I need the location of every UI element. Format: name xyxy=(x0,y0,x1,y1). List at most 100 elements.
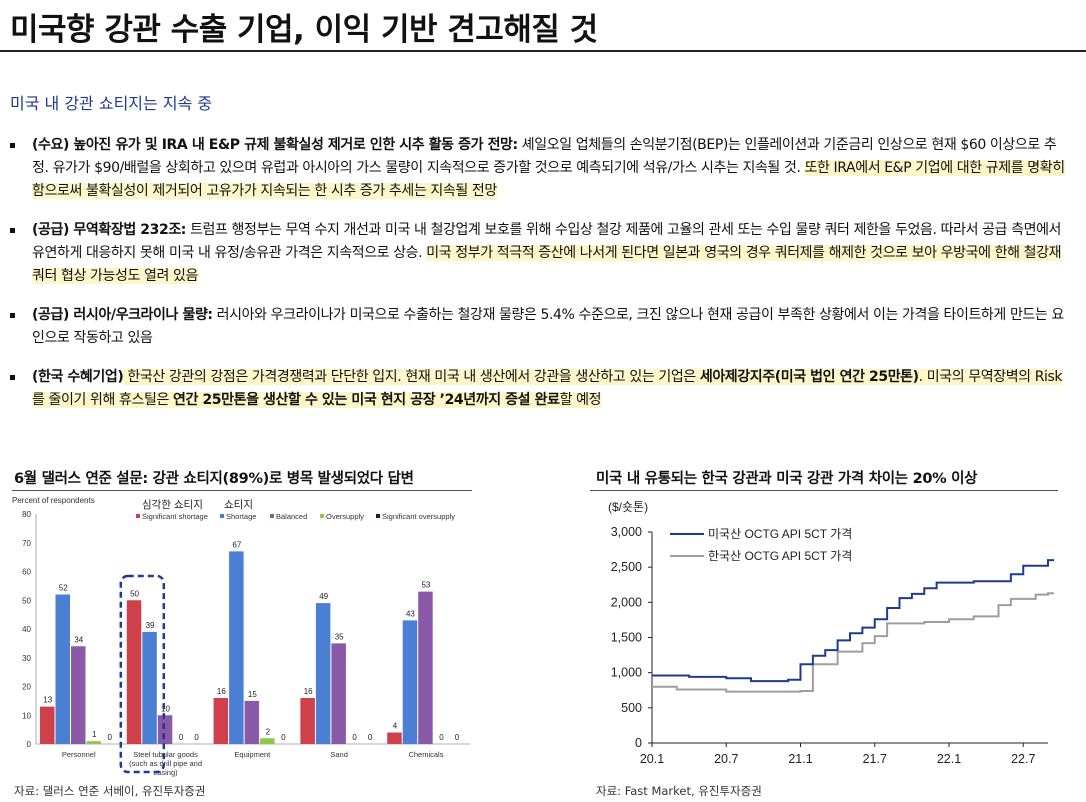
bar-value-label: 0 xyxy=(179,733,184,742)
legend-label: 미국산 OCTG API 5CT 가격 xyxy=(708,527,852,541)
series-line xyxy=(652,592,1054,693)
bar-value-label: 67 xyxy=(232,540,241,549)
x-tick-label: 22.7 xyxy=(1011,752,1035,766)
bar xyxy=(142,631,157,744)
legend-swatch xyxy=(320,514,324,518)
bullet-supply-232: (공급) 무역확장법 232조: 트럼프 행정부는 무역 수지 개선과 미국 내… xyxy=(8,219,1068,288)
x-tick-label: 22.1 xyxy=(937,752,961,766)
bar xyxy=(213,698,229,744)
bar-value-label: 4 xyxy=(393,722,398,731)
bullet-marker xyxy=(10,313,15,318)
bullet-body: 트럼프 행정부는 무역 수지 개선과 미국 내 철강업계 보호를 위해 수입상 … xyxy=(32,222,1062,261)
legend-swatch xyxy=(376,514,380,518)
bar-value-label: 0 xyxy=(281,733,286,742)
legend-swatch xyxy=(270,514,274,518)
bar xyxy=(86,741,101,744)
y-tick-label: 1,500 xyxy=(611,631,642,645)
y-tick-label: 80 xyxy=(22,510,31,519)
right-chart-title: 미국 내 유통되는 한국 강관과 미국 강관 가격 차이는 20% 이상 xyxy=(596,471,978,487)
y-tick-label: 10 xyxy=(22,711,31,720)
bar xyxy=(157,715,173,744)
y-tick-label: 2,000 xyxy=(611,595,642,609)
bar xyxy=(300,698,315,744)
bullet-demand: (수요) 높아진 유가 및 IRA 내 E&P 규제 불확실성 제거로 인한 시… xyxy=(8,134,1068,203)
bullet-list: (수요) 높아진 유가 및 IRA 내 E&P 규제 불확실성 제거로 인한 시… xyxy=(8,134,1068,428)
left-chart-source: 자료: 댈러스 연준 서베이, 유진투자증권 xyxy=(14,784,206,798)
bar xyxy=(229,551,244,744)
bullet-body: 러시아와 우크라이나가 미국으로 수출하는 철강재 물량은 5.4% 수준으로,… xyxy=(32,307,1064,346)
x-tick-label: 21.1 xyxy=(788,752,812,766)
bullet-korea-beneficiary: (한국 수혜기업) 한국산 강관의 강점은 가격경쟁력과 단단한 입지. 현재 … xyxy=(8,366,1068,412)
bar-value-label: 16 xyxy=(217,687,226,696)
bar xyxy=(71,646,86,744)
bar xyxy=(315,603,331,744)
bullet-supply-russia: (공급) 러시아/우크라이나 물량: 러시아와 우크라이나가 미국으로 수출하는… xyxy=(8,304,1068,350)
legend-label: 한국산 OCTG API 5CT 가격 xyxy=(708,549,852,563)
x-tick-label: Steel tubular goods xyxy=(133,750,198,759)
y-tick-label: 30 xyxy=(22,654,31,663)
bullet-highlight-part: 할 예정 xyxy=(559,392,602,408)
bar-value-label: 34 xyxy=(74,635,83,644)
bullet-body: 셰일오일 업체들의 손익분기점(BEP)는 인플레이션과 기준금리 인상으로 현… xyxy=(32,137,1057,176)
bar xyxy=(331,643,346,744)
legend-label: Balanced xyxy=(276,512,307,521)
bullet-label: (공급) 러시아/우크라이나 물량: xyxy=(32,307,213,323)
x-tick-label: (such as drill pipe and xyxy=(129,759,202,768)
legend-label: Oversupply xyxy=(326,512,364,521)
bar-value-label: 15 xyxy=(248,690,257,699)
bar-value-label: 0 xyxy=(194,733,199,742)
y-tick-label: 50 xyxy=(22,596,31,605)
bar-value-label: 0 xyxy=(455,733,460,742)
bar-value-label: 0 xyxy=(352,733,357,742)
x-tick-label: Personnel xyxy=(62,750,96,759)
x-tick-label: casing) xyxy=(153,768,178,777)
annotation-shortage: 쇼티지 xyxy=(224,499,253,511)
bar xyxy=(55,594,70,744)
x-tick-label: Chemicals xyxy=(408,750,443,759)
section-subtitle: 미국 내 강관 쇼티지는 지속 중 xyxy=(10,94,213,113)
bar-value-label: 0 xyxy=(368,733,373,742)
bar-value-label: 2 xyxy=(266,727,271,736)
bar xyxy=(418,591,433,744)
bar xyxy=(387,732,402,744)
bar-value-label: 0 xyxy=(108,733,113,742)
legend-swatch xyxy=(136,514,140,518)
legend-swatch xyxy=(220,514,224,518)
y-tick-label: 500 xyxy=(621,701,642,715)
bullet-marker xyxy=(10,143,15,148)
y-tick-label: 70 xyxy=(22,539,31,548)
y-tick-label: 20 xyxy=(22,683,31,692)
y-tick-label: 60 xyxy=(22,568,31,577)
bullet-marker xyxy=(10,375,15,380)
bullet-highlight-part: 세아제강지주(미국 법인 연간 25만톤) xyxy=(699,369,919,385)
bar xyxy=(40,706,55,744)
bar xyxy=(402,620,418,744)
bar-value-label: 1 xyxy=(92,730,97,739)
x-tick-label: 21.7 xyxy=(863,752,887,766)
y-tick-label: 0 xyxy=(635,736,642,750)
bullet-marker xyxy=(10,228,15,233)
annotation-significant-shortage: 심각한 쇼티지 xyxy=(142,499,203,511)
highlight-box xyxy=(119,574,166,774)
bar xyxy=(126,600,142,744)
bar-value-label: 53 xyxy=(421,581,430,590)
bar-value-label: 0 xyxy=(439,733,444,742)
bar-value-label: 16 xyxy=(304,687,313,696)
bar-value-label: 13 xyxy=(43,696,52,705)
legend-label: Shortage xyxy=(226,512,256,521)
bar-value-label: 39 xyxy=(146,621,155,630)
legend-label: Significant shortage xyxy=(142,512,208,521)
series-line xyxy=(652,559,1054,683)
y-tick-label: 3,000 xyxy=(611,525,642,539)
y-tick-label: 0 xyxy=(27,740,32,749)
y-axis-label: Percent of respondents xyxy=(12,496,95,505)
left-chart-title: 6월 댈러스 연준 설문: 강관 쇼티지(89%)로 병목 발생되었다 답변 xyxy=(14,471,414,487)
y-axis-unit: ($/숏톤) xyxy=(608,500,648,514)
title-divider xyxy=(0,50,1086,52)
y-tick-label: 2,500 xyxy=(611,560,642,574)
right-chart-source: 자료: Fast Market, 유진투자증권 xyxy=(596,784,762,798)
bar-value-label: 49 xyxy=(319,592,328,601)
price-line-chart: ($/숏톤) 0 500 1,000 1,500 2,000 2,500 3,000 20.1 2… xyxy=(608,500,1054,766)
right-chart-rule xyxy=(590,490,1058,491)
